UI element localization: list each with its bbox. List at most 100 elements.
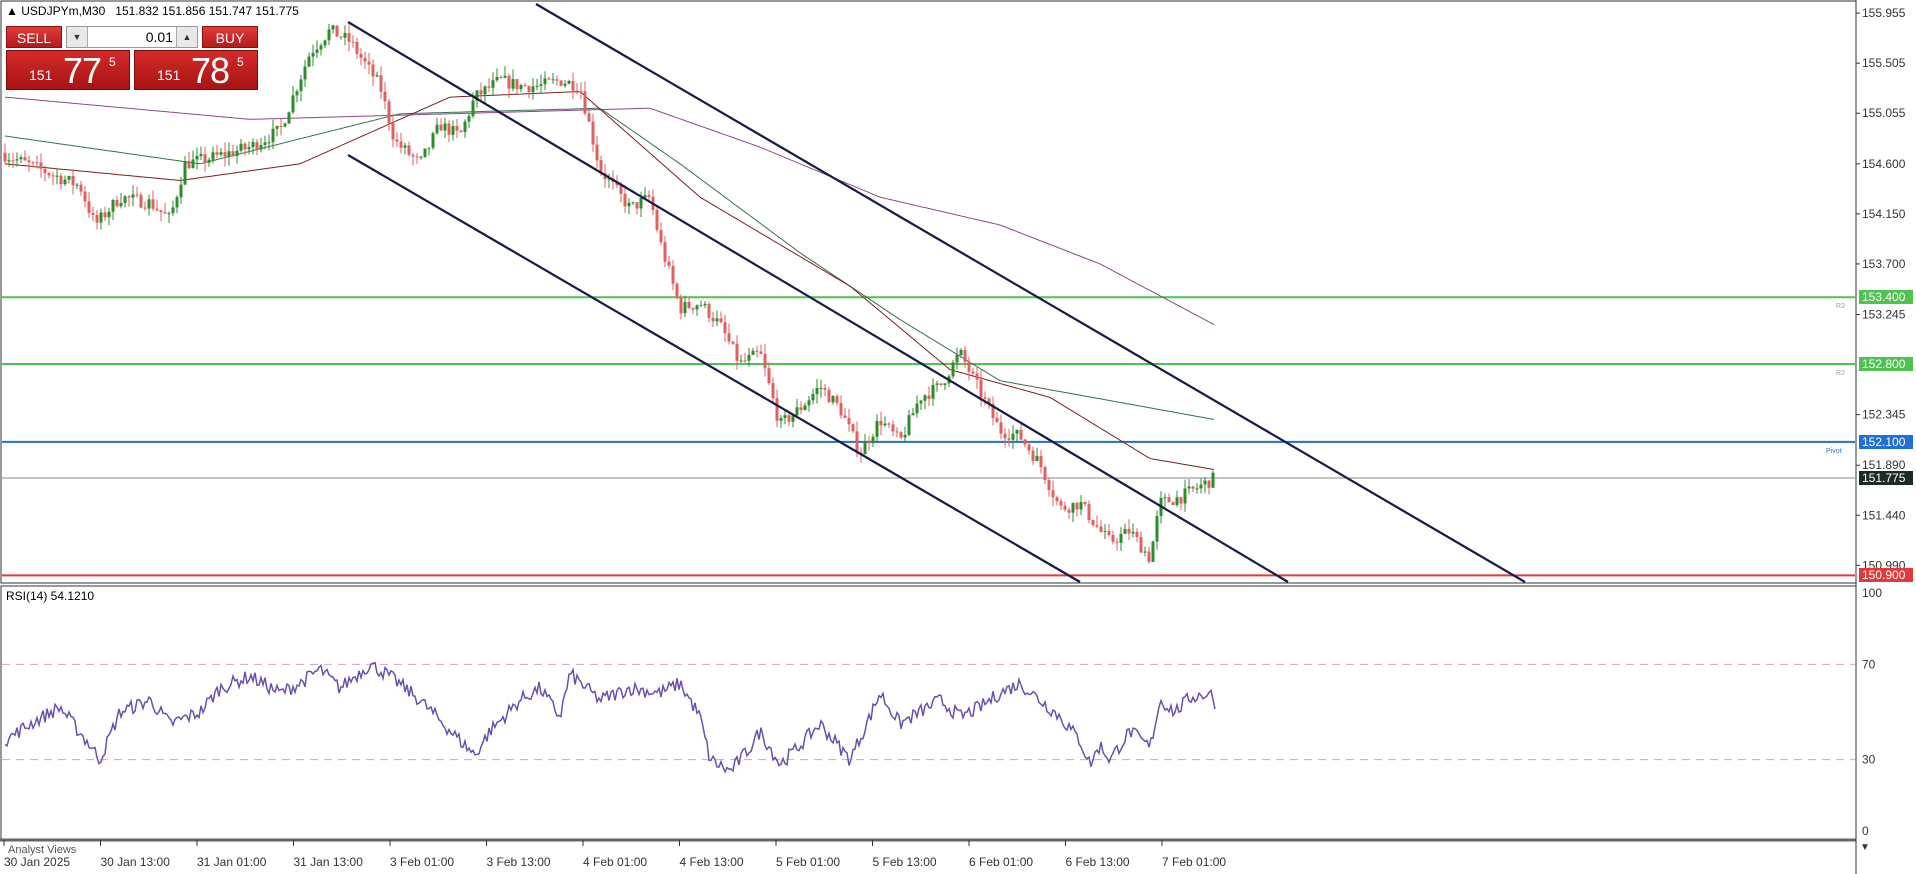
candle-body	[811, 393, 815, 401]
candle-body	[655, 210, 659, 230]
candle-body	[523, 85, 527, 87]
candle-body	[1143, 551, 1147, 553]
lot-size-stepper[interactable]: ▼ ▲	[66, 26, 198, 48]
sell-button[interactable]: SELL	[6, 26, 62, 48]
candle-body	[807, 400, 811, 406]
time-axis-label: 4 Feb 13:00	[680, 855, 744, 869]
candle-body	[971, 371, 975, 374]
candle-body	[1187, 486, 1191, 489]
lot-decrease-icon[interactable]: ▼	[67, 27, 88, 47]
scroll-down-icon[interactable]: ▼	[1860, 842, 1870, 853]
candle-body	[875, 421, 879, 437]
candle-body	[215, 152, 219, 155]
candle-body	[515, 79, 519, 90]
candle-body	[647, 195, 651, 197]
candle-body	[443, 123, 447, 131]
sell-price-quote[interactable]: 151 77 5	[6, 50, 130, 91]
candle-body	[63, 179, 67, 185]
candle-body	[519, 85, 523, 90]
candle-body	[471, 100, 475, 116]
lot-size-input[interactable]	[89, 28, 173, 46]
rsi-axis-label: 70	[1862, 657, 1876, 671]
candle-body	[355, 41, 359, 54]
price-axis-label: 155.955	[1862, 6, 1906, 20]
price-axis: 155.955 155.505 155.055 154.600 154.150 153.7…	[1856, 6, 1906, 572]
candle-body	[475, 90, 479, 101]
rsi-panel-frame	[0, 585, 1857, 840]
candle-body	[755, 350, 759, 352]
candle-body	[87, 201, 91, 213]
candle-body	[855, 431, 859, 453]
sell-price-prefix: 151	[29, 67, 53, 83]
candle-body	[887, 423, 891, 425]
candle-body	[1123, 528, 1127, 534]
candle-body	[431, 133, 435, 148]
candle-body	[387, 101, 391, 124]
candle-body	[235, 150, 239, 156]
time-axis-label: 3 Feb 13:00	[487, 855, 551, 869]
channel-line	[347, 21, 1289, 583]
candle-body	[499, 76, 503, 78]
candle-body	[1135, 531, 1139, 537]
candle-body	[447, 123, 451, 135]
candles	[3, 23, 1215, 564]
candle-body	[463, 121, 467, 133]
candle-body	[275, 126, 279, 129]
candle-body	[339, 36, 343, 38]
candle-body	[663, 242, 667, 262]
candle-body	[831, 396, 835, 403]
candle-body	[195, 156, 199, 160]
candle-body	[571, 81, 575, 91]
candle-body	[35, 162, 39, 164]
channel-line	[347, 154, 1081, 583]
candle-body	[1055, 497, 1059, 502]
candle-body	[683, 302, 687, 314]
candle-body	[895, 431, 899, 433]
candle-body	[3, 152, 7, 162]
candle-body	[703, 303, 707, 306]
candle-body	[567, 81, 571, 84]
candle-body	[359, 53, 363, 58]
candle-body	[1087, 504, 1091, 521]
candle-body	[363, 57, 367, 62]
candle-body	[179, 184, 183, 198]
candle-body	[715, 318, 719, 322]
trend-channels	[347, 3, 1526, 583]
candle-body	[1067, 509, 1071, 513]
candle-body	[39, 162, 43, 169]
candle-body	[203, 154, 207, 163]
time-axis-label: 5 Feb 01:00	[776, 855, 840, 869]
candle-body	[823, 387, 827, 390]
candle-body	[255, 142, 259, 150]
candle-body	[223, 152, 227, 157]
analyst-views-label[interactable]: Analyst Views	[8, 844, 77, 856]
candle-body	[1111, 535, 1115, 542]
buy-price-fraction: 5	[237, 55, 244, 69]
candle-body	[707, 303, 711, 318]
candle-body	[1171, 502, 1175, 506]
candle-body	[891, 424, 895, 432]
candle-body	[327, 29, 331, 41]
candle-body	[667, 261, 671, 266]
candle-body	[155, 208, 159, 211]
lot-increase-icon[interactable]: ▲	[176, 27, 197, 47]
candle-body	[827, 389, 831, 403]
collapse-triangle-icon[interactable]: ▲	[6, 4, 18, 18]
candle-body	[951, 362, 955, 377]
candle-body	[111, 199, 115, 212]
candle-body	[491, 80, 495, 88]
buy-price-quote[interactable]: 151 78 5	[134, 50, 258, 91]
candle-body	[107, 211, 111, 218]
candle-body	[627, 202, 631, 207]
candle-body	[643, 195, 647, 199]
candle-body	[623, 193, 627, 207]
candle-body	[467, 115, 471, 122]
buy-button[interactable]: BUY	[202, 26, 258, 48]
candle-body	[763, 353, 767, 369]
candle-body	[991, 404, 995, 418]
buy-price-prefix: 151	[157, 67, 181, 83]
candle-body	[15, 159, 19, 161]
candle-body	[867, 441, 871, 444]
